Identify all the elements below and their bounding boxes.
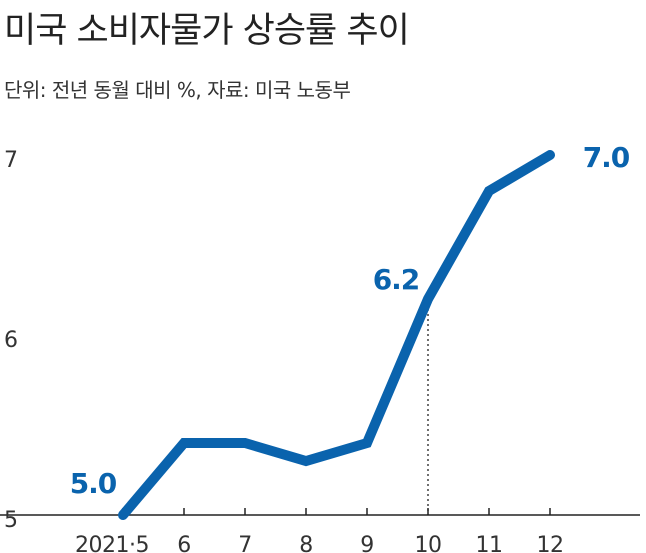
chart-subtitle: 단위: 전년 동월 대비 %, 자료: 미국 노동부	[4, 78, 351, 102]
data-point	[365, 441, 369, 445]
data-point	[121, 513, 125, 517]
x-tick-label: 10	[415, 533, 442, 553]
y-tick-label: 5	[4, 508, 18, 533]
y-tick-label: 6	[4, 328, 18, 353]
chart-title: 미국 소비자물가 상승률 추이	[4, 11, 410, 51]
x-tick-label: 11	[476, 533, 503, 553]
x-tick-label: 6	[177, 533, 191, 553]
data-label: 6.2	[373, 263, 420, 296]
series-group	[118, 150, 555, 520]
series-line	[118, 150, 555, 520]
x-tick-label: 2021·5	[75, 533, 149, 553]
x-tick-label: 9	[360, 533, 374, 553]
data-point	[487, 189, 491, 193]
x-tick-label: 7	[238, 533, 252, 553]
data-point	[243, 441, 247, 445]
data-label: 5.0	[70, 467, 117, 500]
x-tick-label: 12	[537, 533, 564, 553]
axes: 2021·5 6 7 8 9 10 11 12 5 6 7	[0, 148, 640, 553]
data-label: 7.0	[583, 141, 630, 174]
data-point	[304, 459, 308, 463]
data-labels: 5.0 6.2 7.0	[70, 141, 631, 500]
data-point	[548, 153, 552, 157]
y-tick-label: 7	[4, 148, 18, 173]
x-tick-label: 8	[299, 533, 313, 553]
data-point	[182, 441, 186, 445]
data-point	[426, 297, 430, 301]
